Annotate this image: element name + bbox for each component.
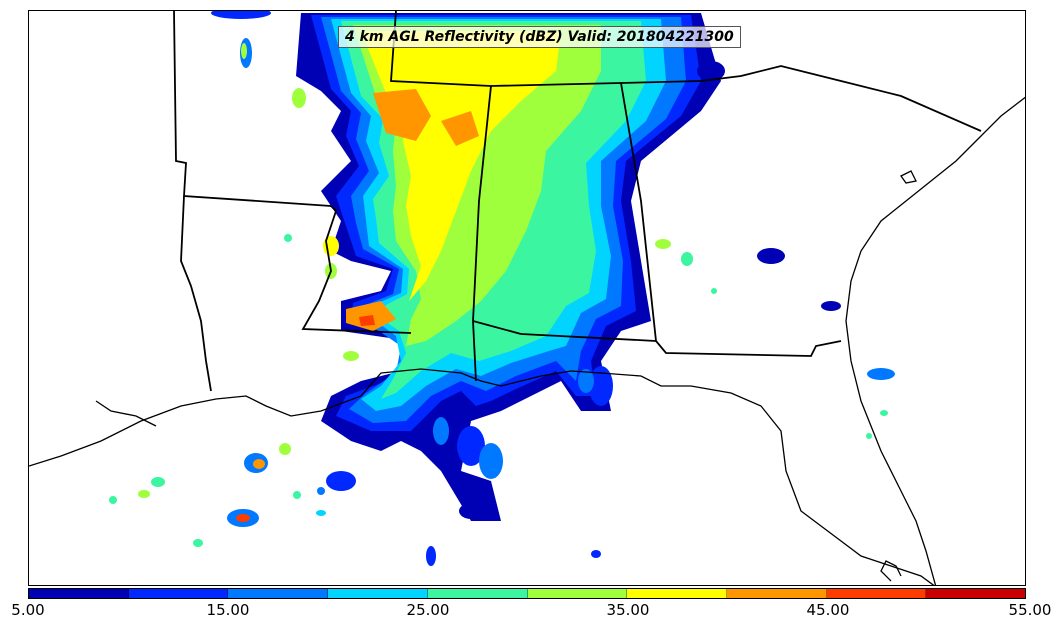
- echo-cell: [589, 366, 613, 406]
- echo-cell: [681, 252, 693, 266]
- echo-cell: [711, 288, 717, 294]
- echo-cell: [292, 88, 306, 108]
- echo-cell: [236, 514, 250, 522]
- colorbar-segment: [826, 589, 927, 598]
- colorbar-segment: [527, 589, 628, 598]
- echo-cell: [433, 417, 449, 445]
- colorbar-tick-2: 25.00: [406, 601, 450, 619]
- echo-cell: [193, 539, 203, 547]
- echo-cell: [343, 351, 359, 361]
- echo-cell: [109, 496, 117, 504]
- echo-cell: [867, 368, 895, 380]
- echo-cell: [326, 471, 356, 491]
- echo-cell: [279, 443, 291, 455]
- map-canvas: [29, 11, 1025, 585]
- echo-cell: [323, 236, 339, 256]
- colorbar-segment: [427, 589, 528, 598]
- colorbar: [28, 588, 1026, 599]
- echo-cell: [479, 443, 503, 479]
- echo-50: [359, 315, 375, 326]
- state-borders: [173, 11, 982, 392]
- echo-cell: [284, 234, 292, 242]
- colorbar-segment: [328, 589, 428, 598]
- echo-cell: [317, 487, 325, 495]
- colorbar-tick-0: 5.00: [11, 601, 45, 619]
- colorbar-segment: [29, 589, 129, 598]
- echo-cell: [697, 61, 725, 81]
- echo-cell: [880, 410, 888, 416]
- echo-cell: [211, 11, 271, 19]
- echo-cell: [138, 490, 150, 498]
- colorbar-segment: [128, 589, 229, 598]
- echo-cell: [253, 459, 265, 469]
- echo-cell: [757, 248, 785, 264]
- echo-cell: [151, 477, 165, 487]
- colorbar-segment: [926, 589, 1026, 598]
- echo-45: [441, 111, 479, 146]
- echo-cell: [457, 426, 485, 466]
- echo-cell: [866, 433, 872, 439]
- colorbar-segment: [726, 589, 827, 598]
- colorbar-segment: [228, 589, 329, 598]
- echo-45: [373, 89, 431, 141]
- echo-cell: [821, 301, 841, 311]
- echo-cell: [591, 550, 601, 558]
- echo-cell: [293, 491, 301, 499]
- reflectivity-map: 4 km AGL Reflectivity (dBZ) Valid: 20180…: [28, 10, 1026, 586]
- colorbar-tick-3: 35.00: [606, 601, 650, 619]
- echo-cell: [578, 369, 594, 393]
- colorbar-tick-1: 15.00: [206, 601, 250, 619]
- echo-cell: [655, 239, 671, 249]
- echo-cell: [316, 510, 326, 516]
- colorbar-tick-5: 55.00: [1008, 601, 1052, 619]
- coastlines: [29, 96, 1025, 585]
- echo-cell: [459, 503, 483, 519]
- colorbar-tick-4: 45.00: [806, 601, 850, 619]
- colorbar-segment: [627, 589, 727, 598]
- echo-cell: [426, 546, 436, 566]
- map-title: 4 km AGL Reflectivity (dBZ) Valid: 20180…: [338, 26, 741, 48]
- echo-cell: [241, 43, 247, 59]
- reflectivity-field: [109, 11, 895, 566]
